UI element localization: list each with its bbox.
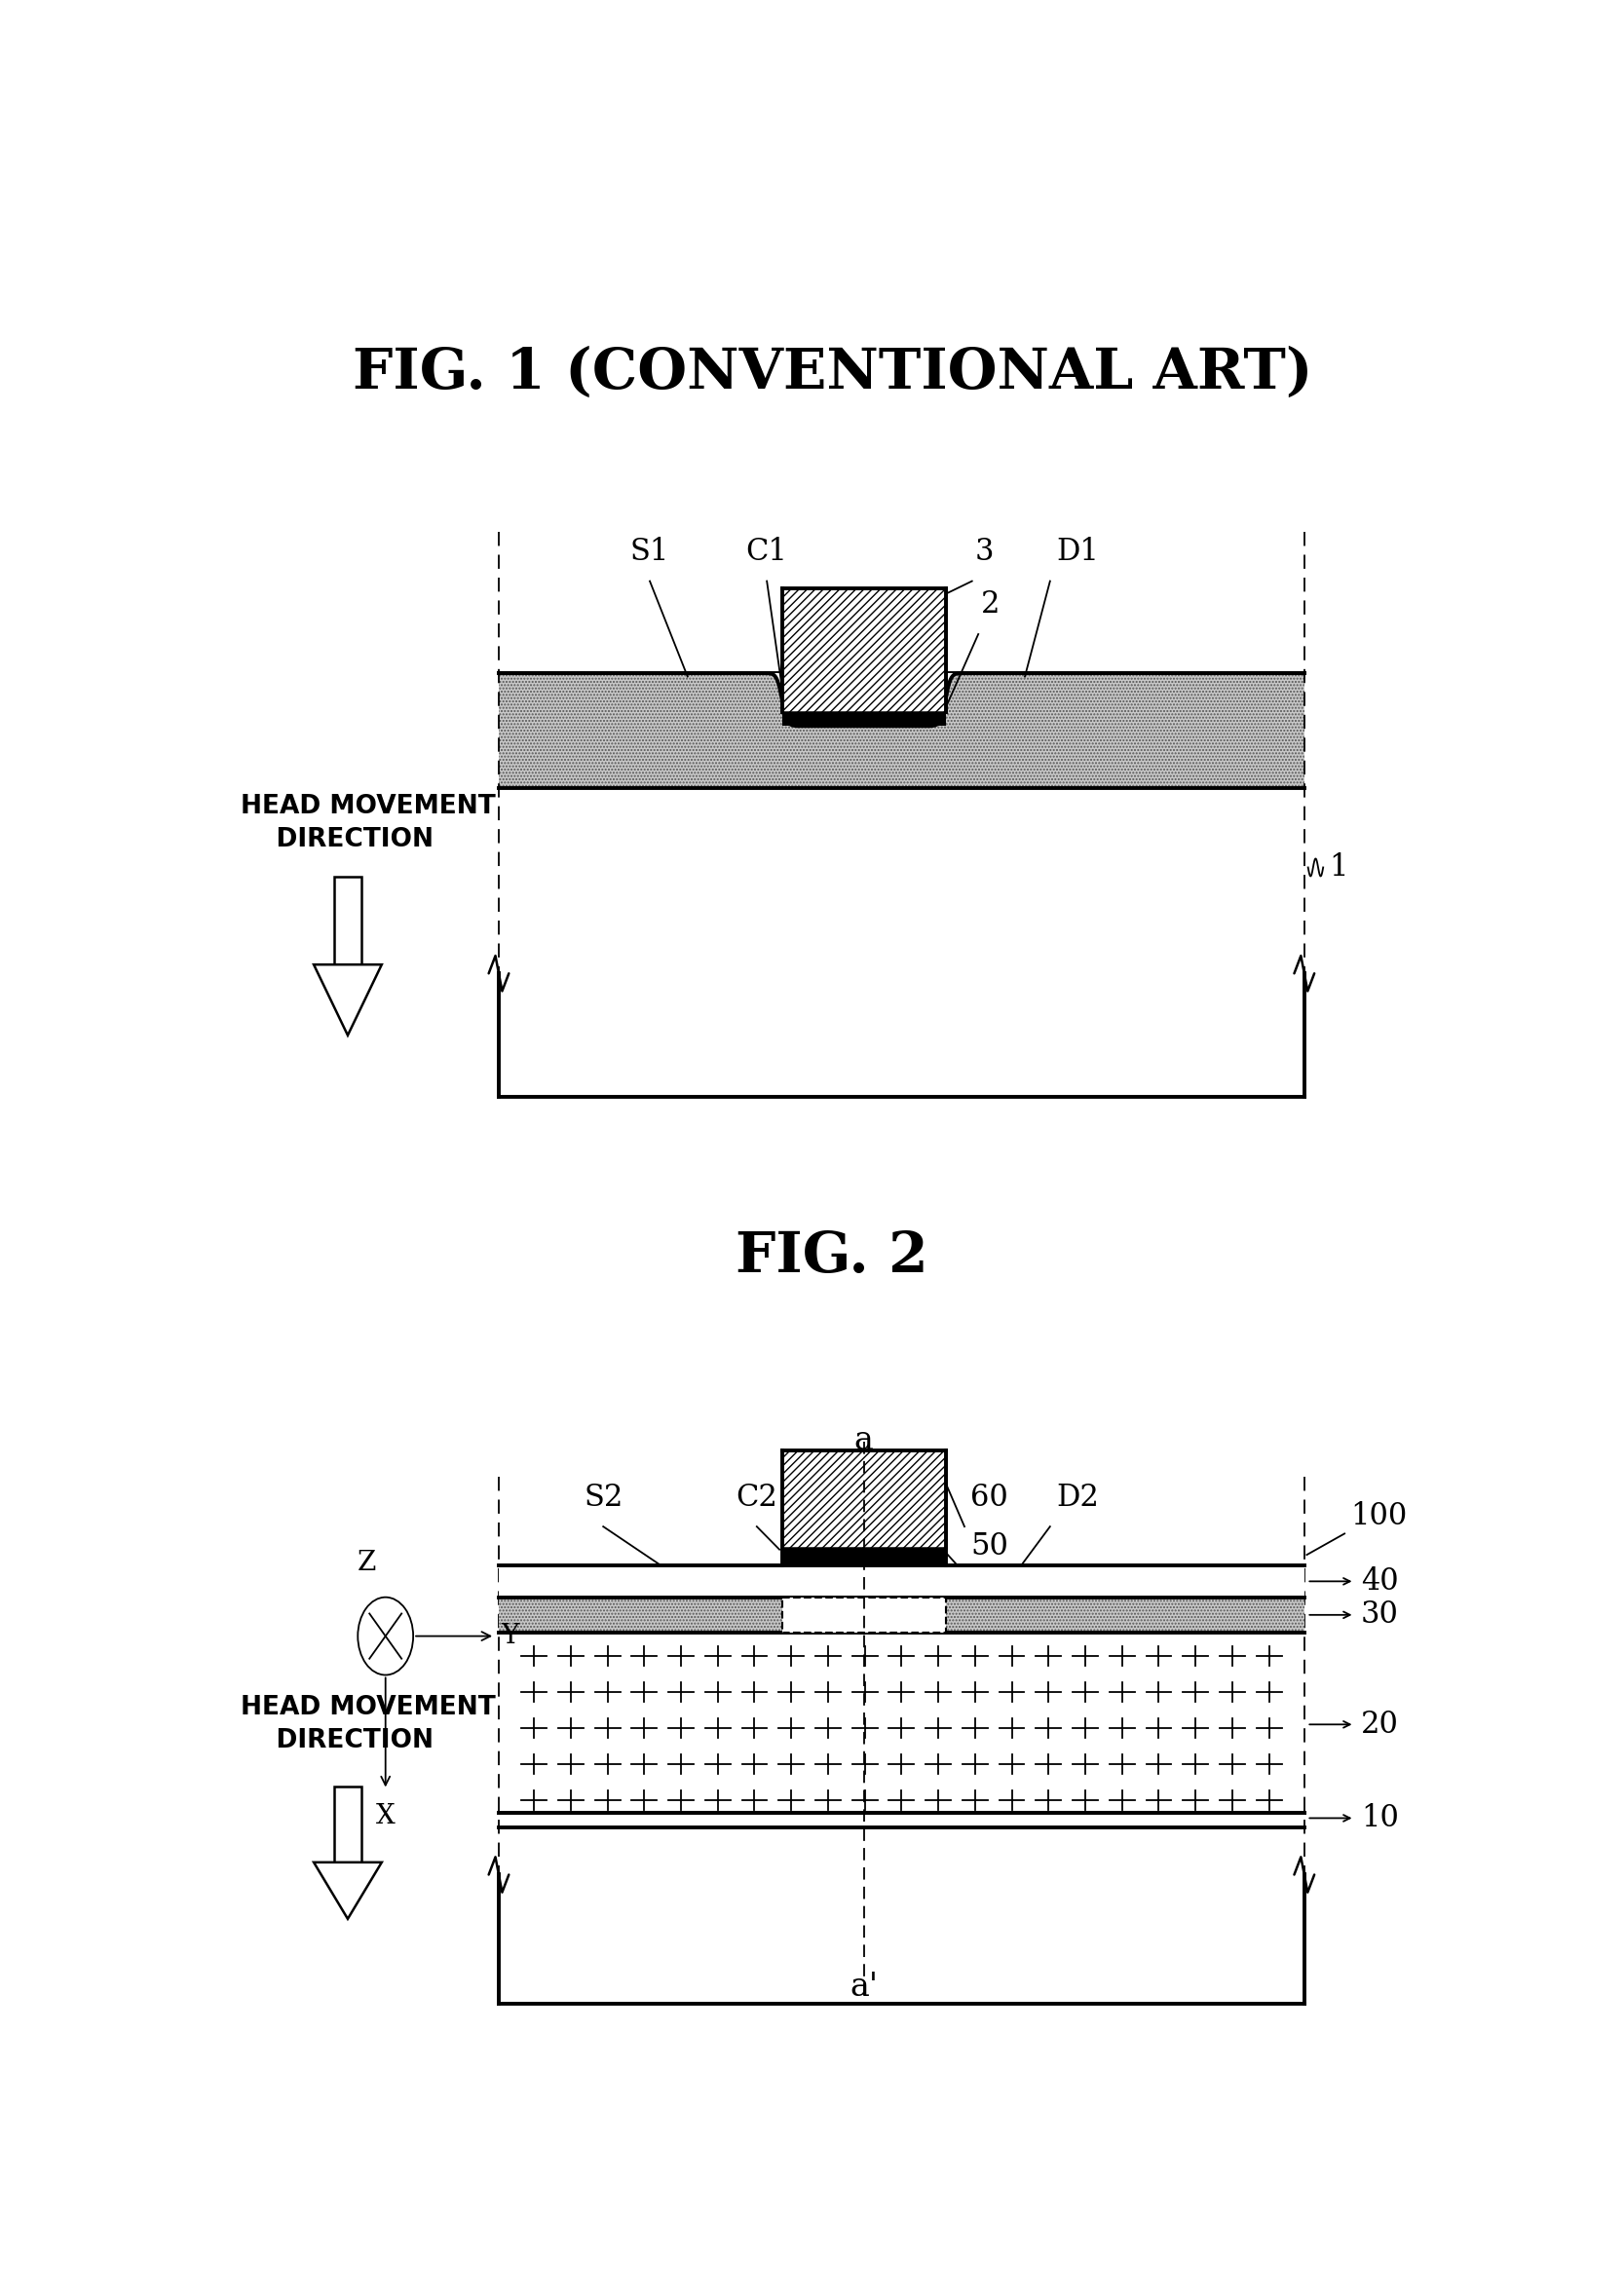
Text: C1: C1 bbox=[745, 537, 788, 567]
Bar bbox=[783, 1547, 945, 1565]
Bar bbox=[783, 1597, 945, 1632]
Text: C2: C2 bbox=[736, 1483, 778, 1512]
Text: 1: 1 bbox=[1330, 851, 1348, 884]
Text: a: a bbox=[854, 1425, 874, 1455]
Text: HEAD MOVEMENT
    DIRECTION: HEAD MOVEMENT DIRECTION bbox=[240, 794, 495, 851]
Text: FIG. 2: FIG. 2 bbox=[736, 1228, 929, 1283]
Text: D2: D2 bbox=[1056, 1483, 1099, 1512]
Bar bbox=[499, 1565, 1304, 1597]
Text: 60: 60 bbox=[971, 1483, 1009, 1512]
Text: 2: 2 bbox=[981, 590, 1000, 620]
Circle shape bbox=[357, 1597, 412, 1675]
Text: 3: 3 bbox=[974, 537, 994, 567]
Text: S2: S2 bbox=[583, 1483, 624, 1512]
Bar bbox=[499, 1632, 1304, 1813]
Bar bbox=[499, 672, 1304, 787]
Bar bbox=[335, 877, 362, 964]
Polygon shape bbox=[313, 1861, 382, 1919]
Text: 30: 30 bbox=[1361, 1600, 1398, 1629]
Text: FIG. 1 (CONVENTIONAL ART): FIG. 1 (CONVENTIONAL ART) bbox=[352, 344, 1312, 399]
Text: 10: 10 bbox=[1361, 1804, 1398, 1834]
Text: Y: Y bbox=[502, 1623, 520, 1650]
Bar bbox=[499, 1597, 1304, 1632]
Bar bbox=[783, 672, 945, 725]
Text: Z: Z bbox=[357, 1549, 377, 1577]
Bar bbox=[783, 711, 945, 725]
Bar bbox=[783, 1450, 945, 1547]
Text: S1: S1 bbox=[630, 537, 669, 567]
Bar bbox=[335, 1786, 362, 1861]
Text: a': a' bbox=[849, 1971, 879, 2004]
Text: X: X bbox=[375, 1804, 395, 1829]
Polygon shape bbox=[313, 964, 382, 1035]
Text: 20: 20 bbox=[1361, 1710, 1398, 1740]
Bar bbox=[783, 588, 945, 711]
Text: D1: D1 bbox=[1056, 537, 1099, 567]
Text: 100: 100 bbox=[1351, 1501, 1408, 1531]
Text: 40: 40 bbox=[1361, 1565, 1398, 1597]
Text: 50: 50 bbox=[971, 1531, 1009, 1563]
Text: HEAD MOVEMENT
    DIRECTION: HEAD MOVEMENT DIRECTION bbox=[240, 1696, 495, 1753]
Polygon shape bbox=[767, 672, 961, 725]
